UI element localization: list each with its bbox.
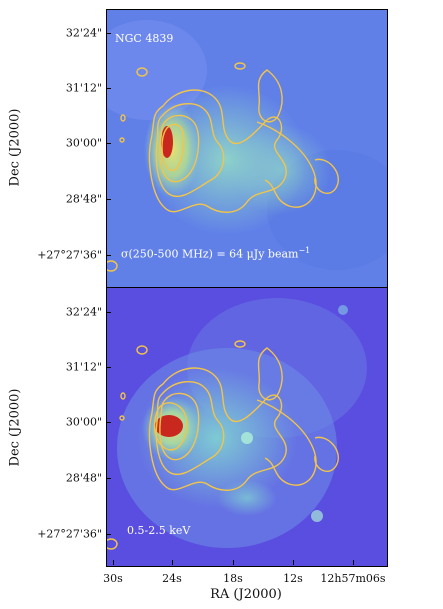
band-label: 0.5-2.5 keV — [127, 524, 191, 537]
ytick-mark — [106, 33, 111, 34]
xtick-mark — [353, 560, 354, 565]
ytick-label: 31'12" — [65, 360, 102, 374]
ytick-label: 32'24" — [65, 26, 102, 40]
noise-annotation: σ(250-500 MHz) = 64 μJy beam−1 — [121, 246, 311, 261]
xtick-label: 12h57m06s — [320, 572, 386, 585]
ytick-label: +27°27'36" — [37, 527, 102, 541]
ylabel-top: Dec (J2000) — [7, 108, 23, 187]
radio-map — [107, 10, 387, 288]
xray-map — [107, 288, 387, 566]
xtick-label: 18s — [223, 572, 243, 585]
ytick-mark — [106, 422, 111, 423]
radio-contours — [107, 62, 339, 272]
ytick-label: 28'48" — [65, 471, 102, 485]
ylabel-bottom: Dec (J2000) — [7, 388, 23, 467]
ytick-mark — [106, 534, 111, 535]
ytick-label: +27°27'36" — [37, 248, 102, 262]
ytick-mark — [106, 199, 111, 200]
ytick-mark — [106, 88, 111, 89]
ytick-mark — [106, 143, 111, 144]
xtick-label: 12s — [283, 572, 303, 585]
xtick-label: 30s — [103, 572, 123, 585]
ytick-label: 28'48" — [65, 192, 102, 206]
ytick-label: 31'12" — [65, 81, 102, 95]
xtick-mark — [293, 560, 294, 565]
xlabel: RA (J2000) — [210, 587, 282, 602]
xtick-mark — [113, 560, 114, 565]
ytick-label: 30'00" — [65, 415, 102, 429]
xray-image-panel: 0.5-2.5 keV — [106, 287, 388, 567]
source-label: NGC 4839 — [115, 32, 174, 45]
ytick-mark — [106, 367, 111, 368]
xray-contours — [107, 340, 339, 550]
ytick-mark — [106, 478, 111, 479]
ytick-label: 32'24" — [65, 305, 102, 319]
ytick-mark — [106, 312, 111, 313]
xtick-mark — [233, 560, 234, 565]
ytick-mark — [106, 255, 111, 256]
xtick-mark — [172, 560, 173, 565]
ytick-label: 30'00" — [65, 136, 102, 150]
xtick-label: 24s — [162, 572, 182, 585]
radio-image-panel: NGC 4839 σ(250-500 MHz) = 64 μJy beam−1 — [106, 9, 388, 289]
xray-core — [155, 415, 183, 437]
